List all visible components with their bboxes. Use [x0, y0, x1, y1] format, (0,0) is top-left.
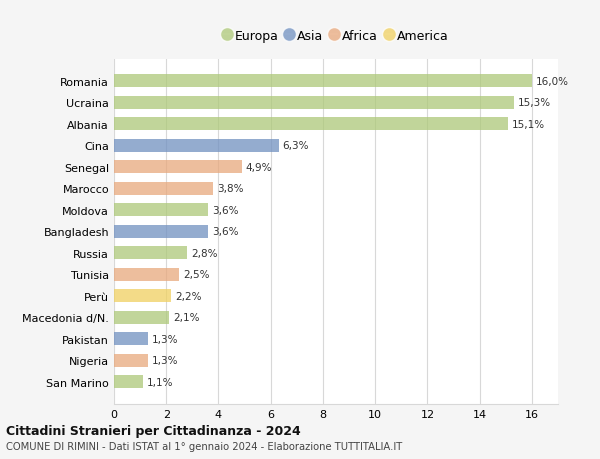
Text: 2,8%: 2,8%: [191, 248, 218, 258]
Bar: [114, 161, 242, 174]
Text: 2,5%: 2,5%: [183, 270, 210, 280]
Text: 3,6%: 3,6%: [212, 205, 238, 215]
Text: 15,3%: 15,3%: [518, 98, 551, 108]
Bar: [114, 204, 208, 217]
Text: 1,3%: 1,3%: [152, 334, 178, 344]
Bar: [114, 140, 278, 152]
Bar: [114, 375, 143, 388]
Text: 1,3%: 1,3%: [152, 355, 178, 365]
Text: 3,8%: 3,8%: [217, 184, 244, 194]
Text: 1,1%: 1,1%: [146, 377, 173, 387]
Text: 2,2%: 2,2%: [175, 291, 202, 301]
Text: Cittadini Stranieri per Cittadinanza - 2024: Cittadini Stranieri per Cittadinanza - 2…: [6, 424, 301, 437]
Bar: [114, 183, 213, 196]
Text: 15,1%: 15,1%: [512, 120, 545, 129]
Text: 16,0%: 16,0%: [536, 77, 569, 87]
Bar: [114, 75, 532, 88]
Bar: [114, 354, 148, 367]
Bar: [114, 247, 187, 260]
Text: COMUNE DI RIMINI - Dati ISTAT al 1° gennaio 2024 - Elaborazione TUTTITALIA.IT: COMUNE DI RIMINI - Dati ISTAT al 1° genn…: [6, 441, 402, 451]
Text: 6,3%: 6,3%: [283, 141, 309, 151]
Bar: [114, 225, 208, 238]
Legend: Europa, Asia, Africa, America: Europa, Asia, Africa, America: [218, 25, 454, 48]
Bar: [114, 97, 514, 110]
Bar: [114, 268, 179, 281]
Text: 4,9%: 4,9%: [246, 162, 272, 173]
Text: 3,6%: 3,6%: [212, 227, 238, 237]
Text: 2,1%: 2,1%: [173, 313, 199, 323]
Bar: [114, 311, 169, 324]
Bar: [114, 118, 508, 131]
Bar: [114, 332, 148, 346]
Bar: [114, 290, 172, 302]
